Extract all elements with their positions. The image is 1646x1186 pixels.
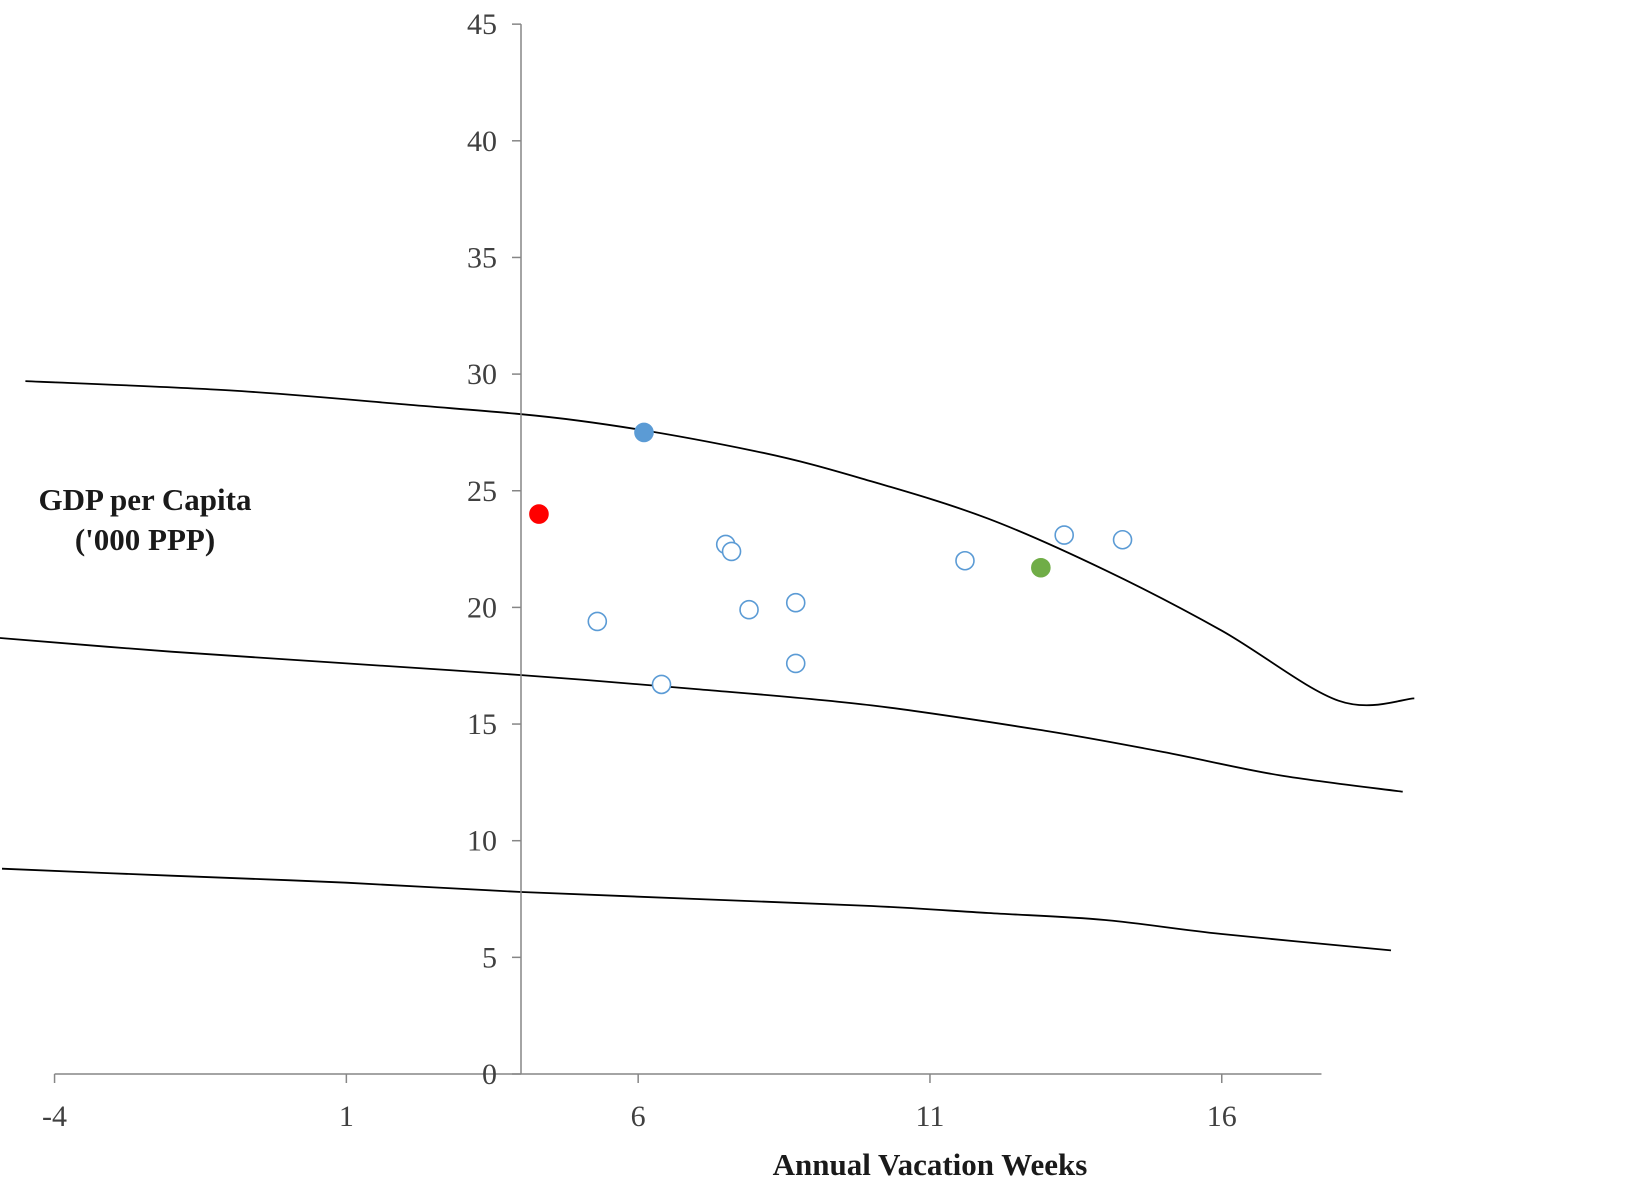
x-axis-title: Annual Vacation Weeks xyxy=(773,1147,1088,1182)
x-tick-label: 11 xyxy=(916,1100,945,1133)
y-axis-title-line-1: GDP per Capita xyxy=(39,482,252,517)
frontier-curve-2 xyxy=(0,637,1403,793)
y-tick-label: 40 xyxy=(467,125,497,158)
x-tick-label: 6 xyxy=(631,1100,646,1133)
y-tick-label: 10 xyxy=(467,825,497,858)
data-point xyxy=(651,674,672,695)
x-tick-label: 16 xyxy=(1207,1100,1237,1133)
frontier-curves xyxy=(0,380,1415,952)
y-tick-label: 0 xyxy=(482,1058,497,1091)
data-point xyxy=(739,599,759,620)
data-point xyxy=(587,611,608,632)
highlighted-data-point xyxy=(1031,557,1051,578)
y-tick-label: 35 xyxy=(467,241,497,274)
y-tick-label: 20 xyxy=(467,591,497,624)
data-points xyxy=(529,422,1133,695)
y-tick-label: 45 xyxy=(467,8,497,41)
x-tick-label: -4 xyxy=(42,1100,67,1133)
data-point xyxy=(785,653,806,674)
y-tick-label: 5 xyxy=(482,941,497,974)
data-point xyxy=(1054,525,1074,545)
frontier-curve-1 xyxy=(25,380,1415,707)
highlighted-data-point xyxy=(634,422,654,443)
data-point xyxy=(721,541,742,562)
frontier-curve-3 xyxy=(1,867,1392,952)
y-tick-label: 30 xyxy=(467,358,497,391)
data-point xyxy=(1112,529,1133,550)
data-point xyxy=(955,550,975,571)
data-point xyxy=(785,592,806,613)
highlighted-data-point xyxy=(529,504,549,524)
y-tick-label: 15 xyxy=(467,708,497,741)
y-axis-title-line-2: ('000 PPP) xyxy=(75,522,215,557)
y-tick-label: 25 xyxy=(467,475,497,508)
x-tick-label: 1 xyxy=(339,1100,354,1133)
